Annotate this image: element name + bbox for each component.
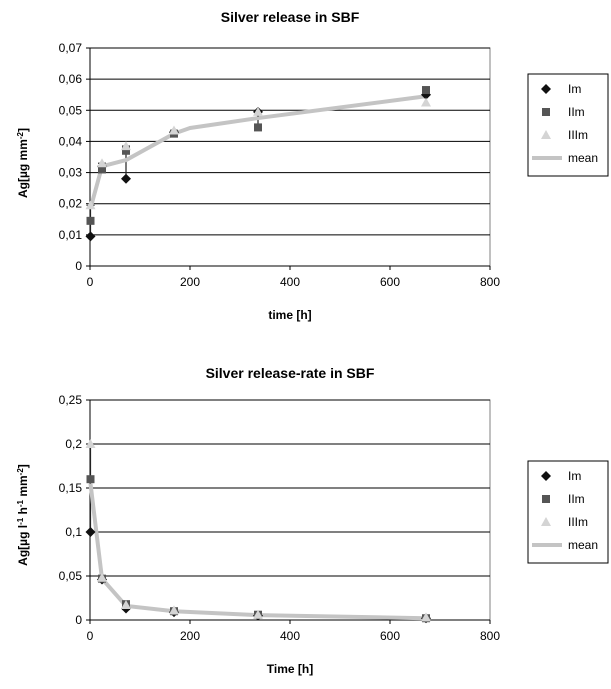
data-point-iim (422, 86, 430, 95)
data-point-iim (86, 216, 95, 225)
y-tick-label: 0 (75, 259, 82, 273)
x-axis-title: time [h] (268, 308, 311, 322)
x-tick-label: 800 (480, 275, 500, 289)
y-axis-title-part: Ag[µg l (16, 525, 30, 566)
y-axis-title-superscript: -2 (16, 131, 25, 139)
y-tick-label: 0,04 (59, 134, 83, 148)
chart-silver-release: Silver release in SBF 0 0,01 0,02 0,03 0,04 0,… (16, 9, 609, 322)
data-point-im (85, 527, 96, 537)
legend-label: IIIm (568, 515, 588, 529)
data-point-iim (86, 475, 95, 484)
legend: Im IIm IIIm mean (527, 73, 609, 177)
x-axis-title: Time [h] (267, 662, 313, 676)
data-point-iim (254, 123, 262, 132)
data-point-im (121, 173, 131, 184)
legend-label: IIm (568, 105, 585, 119)
data-point-iiim (85, 200, 96, 210)
legend-swatch-iiim (541, 130, 551, 139)
data-point-iiim (121, 141, 131, 151)
y-axis-title-part: mm (16, 475, 30, 500)
y-tick-label: 0,05 (59, 103, 83, 117)
y-axis-title-part: ] (16, 128, 30, 132)
y-axis-title-superscript: -1 (16, 499, 25, 507)
legend-swatch-iiim (541, 517, 551, 526)
y-tick-label: 0,06 (59, 72, 83, 86)
legend-label: mean (568, 151, 598, 165)
y-axis-title-part: ] (16, 464, 30, 468)
data-point-iiim (85, 439, 96, 448)
legend-swatch-im (541, 84, 551, 94)
data-point-iiim (253, 609, 263, 619)
legend-label: IIm (568, 492, 585, 506)
legend: Im IIm IIIm mean (527, 460, 609, 564)
y-axis-title: Ag[µg l-1 h-1 mm-2] (16, 464, 31, 566)
data-point-iiim (97, 572, 107, 582)
chart-title: Silver release in SBF (221, 9, 360, 25)
y-tick-label: 0,25 (59, 393, 83, 407)
x-tick-label: 800 (480, 629, 500, 643)
y-tick-label: 0,15 (59, 481, 83, 495)
x-tick-label: 400 (280, 629, 300, 643)
data-point-iiim (169, 605, 179, 615)
x-tick-label: 200 (180, 629, 200, 643)
y-tick-label: 0,07 (59, 41, 83, 55)
x-tick-label: 200 (180, 275, 200, 289)
legend-label: mean (568, 538, 598, 552)
y-tick-label: 0,02 (59, 197, 83, 211)
data-point-iim (98, 165, 106, 174)
y-axis-title-superscript: -2 (16, 468, 25, 476)
data-point-iiim (253, 106, 263, 116)
data-point-iim (122, 146, 130, 155)
data-point-im (85, 231, 96, 242)
y-axis-title: Ag[µg mm-2] (16, 128, 31, 198)
x-tick-label: 600 (380, 275, 400, 289)
x-tick-label: 400 (280, 275, 300, 289)
y-tick-label: 0,2 (65, 437, 82, 451)
y-tick-label: 0,1 (65, 525, 82, 539)
data-point-iiim (97, 158, 107, 168)
x-tick-label: 0 (87, 275, 94, 289)
y-tick-label: 0,01 (59, 228, 83, 242)
y-tick-label: 0 (75, 613, 82, 627)
chart-title: Silver release-rate in SBF (206, 365, 375, 381)
data-point-iiim (421, 612, 431, 622)
x-tick-label: 600 (380, 629, 400, 643)
plot-area (89, 399, 491, 621)
y-tick-label: 0,05 (59, 569, 83, 583)
y-axis-title-part: Ag[µg mm (16, 139, 30, 198)
data-point-iiim (169, 125, 179, 135)
legend-swatch-iim (542, 495, 550, 503)
legend-label: IIIm (568, 128, 588, 142)
data-point-iiim (121, 600, 131, 610)
legend-label: Im (568, 469, 581, 483)
y-tick-label: 0,03 (59, 166, 83, 180)
series-mean-line (88, 483, 427, 621)
chart-silver-release-rate: Silver release-rate in SBF 0 0,05 0,1 0,15 0,… (16, 365, 609, 676)
plot-area (89, 47, 491, 267)
legend-swatch-im (541, 471, 551, 481)
legend-label: Im (568, 82, 581, 96)
data-point-iiim (421, 97, 431, 107)
y-axis-title-part: h (16, 507, 30, 518)
x-tick-label: 0 (87, 629, 94, 643)
legend-swatch-iim (542, 108, 550, 116)
y-axis-title-superscript: -1 (16, 517, 25, 525)
